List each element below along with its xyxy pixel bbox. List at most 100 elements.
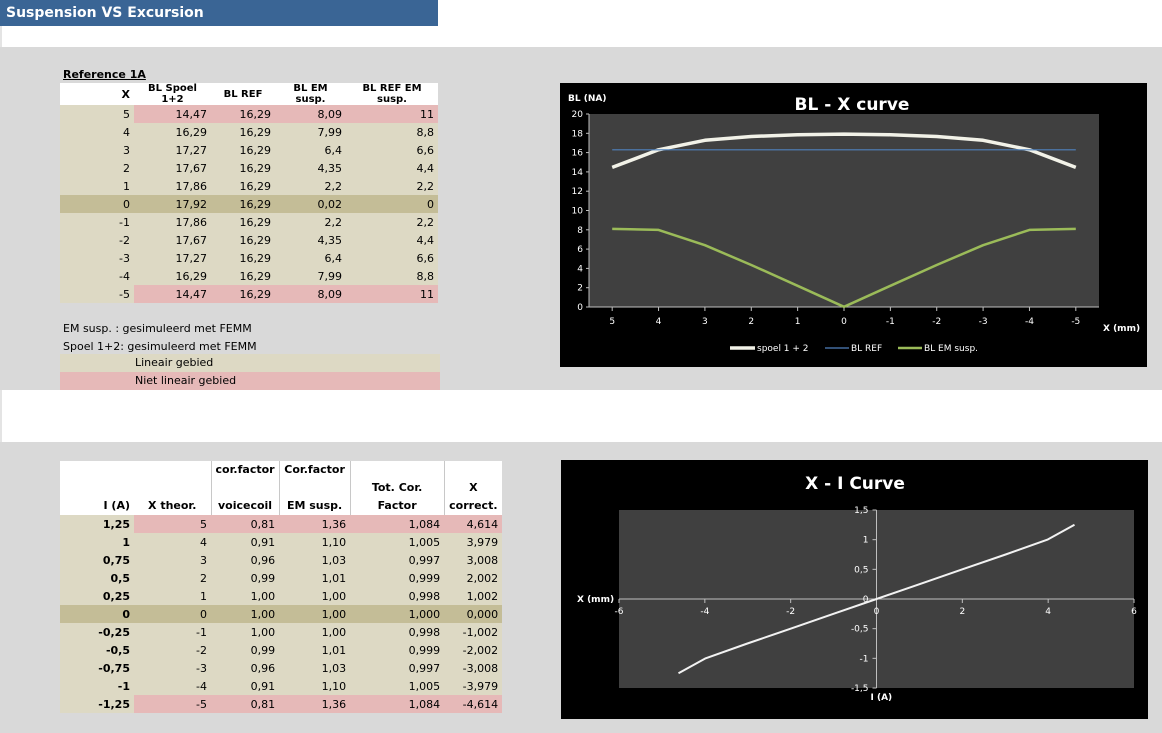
cell-i[interactable]: 1 (60, 533, 134, 551)
header-x[interactable]: X (60, 83, 134, 105)
cell-x-correct[interactable]: -1,002 (444, 623, 503, 641)
cell-x-theor[interactable]: -3 (134, 659, 211, 677)
cell-bl-spoel[interactable]: 14,47 (134, 105, 211, 123)
cell-bl-spoel[interactable]: 17,67 (134, 159, 211, 177)
cell-bl-ref[interactable]: 16,29 (211, 141, 275, 159)
cell-x-correct[interactable]: -3,979 (444, 677, 503, 695)
cell-x-theor[interactable]: -1 (134, 623, 211, 641)
cell-bl-spoel[interactable]: 16,29 (134, 267, 211, 285)
cell-cor-voicecoil[interactable]: 1,00 (211, 623, 280, 641)
x-i-chart[interactable]: X - I Curve -6 -4 -2 0 2 4 6 -1,5 -1 -0,5 0 0,5 1 1,5 X… (561, 460, 1148, 719)
cell-i[interactable]: 0,5 (60, 569, 134, 587)
header-ce[interactable]: EM susp. (278, 479, 351, 515)
cell-cor-voicecoil[interactable]: 0,81 (211, 695, 280, 713)
cell-i[interactable]: 0,25 (60, 587, 134, 605)
cell-cor-voicecoil[interactable]: 0,96 (211, 659, 280, 677)
cell-bl-ref[interactable]: 16,29 (211, 213, 275, 231)
cell-x-theor[interactable]: 0 (134, 605, 211, 623)
cell-tot-cor[interactable]: 1,084 (350, 695, 445, 713)
cell-tot-cor[interactable]: 1,084 (350, 515, 445, 533)
cell-cor-em[interactable]: 1,03 (279, 551, 351, 569)
cell-cor-em[interactable]: 1,01 (279, 641, 351, 659)
cell-i[interactable]: 0,75 (60, 551, 134, 569)
cell-x[interactable]: 5 (60, 105, 134, 123)
cell-x-correct[interactable]: 3,979 (444, 533, 503, 551)
cell-cor-voicecoil[interactable]: 0,91 (211, 533, 280, 551)
cell-i[interactable]: -1 (60, 677, 134, 695)
cell-cor-em[interactable]: 1,36 (279, 695, 351, 713)
cell-bl-spoel[interactable]: 16,29 (134, 123, 211, 141)
header-ce-line1[interactable]: Cor.factor (278, 461, 351, 479)
cell-bl-ref[interactable]: 16,29 (211, 231, 275, 249)
cell-bl-em[interactable]: 7,99 (275, 123, 346, 141)
cell-cor-em[interactable]: 1,36 (279, 515, 351, 533)
cell-x[interactable]: -4 (60, 267, 134, 285)
cell-bl-ref[interactable]: 16,29 (211, 105, 275, 123)
cell-x-correct[interactable]: 0,000 (444, 605, 503, 623)
cell-bl-em[interactable]: 6,4 (275, 249, 346, 267)
cell-tot-cor[interactable]: 0,998 (350, 587, 445, 605)
cell-x-correct[interactable]: -4,614 (444, 695, 503, 713)
cell-i[interactable]: -1,25 (60, 695, 134, 713)
cell-bl-ref[interactable]: 16,29 (211, 267, 275, 285)
cell-bl-em[interactable]: 8,09 (275, 285, 346, 303)
cell-bl-ref-em[interactable]: 8,8 (346, 123, 438, 141)
cell-bl-em[interactable]: 2,2 (275, 213, 346, 231)
header-bl-spoel[interactable]: BL Spoel 1+2 (134, 83, 211, 105)
cell-bl-ref-em[interactable]: 11 (346, 285, 438, 303)
cell-tot-cor[interactable]: 0,999 (350, 569, 445, 587)
bl-x-chart[interactable]: BL - X curve BL (NA) 0 2 4 6 8 10 12 14 16 18 20 5 4 3 2… (560, 83, 1147, 367)
cell-bl-ref[interactable]: 16,29 (211, 195, 275, 213)
cell-cor-voicecoil[interactable]: 0,81 (211, 515, 280, 533)
cell-x-correct[interactable]: 3,008 (444, 551, 503, 569)
cell-x[interactable]: 0 (60, 195, 134, 213)
cell-x-correct[interactable]: 2,002 (444, 569, 503, 587)
header-tot[interactable]: Tot. Cor. Factor (349, 479, 445, 515)
header-xc[interactable]: X correct. (443, 479, 503, 515)
cell-tot-cor[interactable]: 0,997 (350, 659, 445, 677)
cell-x[interactable]: 2 (60, 159, 134, 177)
cell-tot-cor[interactable]: 1,005 (350, 677, 445, 695)
cell-x-correct[interactable]: -3,008 (444, 659, 503, 677)
cell-bl-spoel[interactable]: 17,86 (134, 213, 211, 231)
cell-bl-ref[interactable]: 16,29 (211, 249, 275, 267)
cell-cor-voicecoil[interactable]: 0,96 (211, 551, 280, 569)
header-i[interactable]: I (A) (60, 479, 134, 515)
header-i-line1[interactable] (60, 461, 134, 479)
cell-cor-em[interactable]: 1,10 (279, 533, 351, 551)
cell-bl-em[interactable]: 2,2 (275, 177, 346, 195)
cell-x-correct[interactable]: -2,002 (444, 641, 503, 659)
cell-tot-cor[interactable]: 0,997 (350, 551, 445, 569)
cell-x[interactable]: 4 (60, 123, 134, 141)
header-bl-ref[interactable]: BL REF (211, 83, 275, 105)
cell-x[interactable]: 3 (60, 141, 134, 159)
cell-i[interactable]: -0,25 (60, 623, 134, 641)
cell-bl-ref[interactable]: 16,29 (211, 285, 275, 303)
cell-x[interactable]: 1 (60, 177, 134, 195)
cell-bl-spoel[interactable]: 17,86 (134, 177, 211, 195)
cell-bl-spoel[interactable]: 14,47 (134, 285, 211, 303)
cell-bl-em[interactable]: 7,99 (275, 267, 346, 285)
cell-bl-ref-em[interactable]: 2,2 (346, 177, 438, 195)
cell-cor-voicecoil[interactable]: 0,91 (211, 677, 280, 695)
cell-bl-ref[interactable]: 16,29 (211, 177, 275, 195)
cell-cor-voicecoil[interactable]: 1,00 (211, 605, 280, 623)
header-cv-line1[interactable]: cor.factor (210, 461, 280, 479)
cell-bl-em[interactable]: 8,09 (275, 105, 346, 123)
cell-i[interactable]: -0,5 (60, 641, 134, 659)
cell-bl-em[interactable]: 4,35 (275, 231, 346, 249)
cell-cor-em[interactable]: 1,01 (279, 569, 351, 587)
cell-bl-spoel[interactable]: 17,27 (134, 141, 211, 159)
cell-cor-em[interactable]: 1,00 (279, 623, 351, 641)
cell-x-theor[interactable]: 2 (134, 569, 211, 587)
cell-bl-spoel[interactable]: 17,67 (134, 231, 211, 249)
cell-bl-ref-em[interactable]: 6,6 (346, 249, 438, 267)
cell-bl-ref[interactable]: 16,29 (211, 159, 275, 177)
cell-cor-voicecoil[interactable]: 0,99 (211, 641, 280, 659)
cell-x-theor[interactable]: -5 (134, 695, 211, 713)
cell-bl-ref-em[interactable]: 4,4 (346, 159, 438, 177)
cell-bl-ref-em[interactable]: 4,4 (346, 231, 438, 249)
cell-cor-voicecoil[interactable]: 1,00 (211, 587, 280, 605)
cell-x-correct[interactable]: 4,614 (444, 515, 503, 533)
cell-bl-ref[interactable]: 16,29 (211, 123, 275, 141)
